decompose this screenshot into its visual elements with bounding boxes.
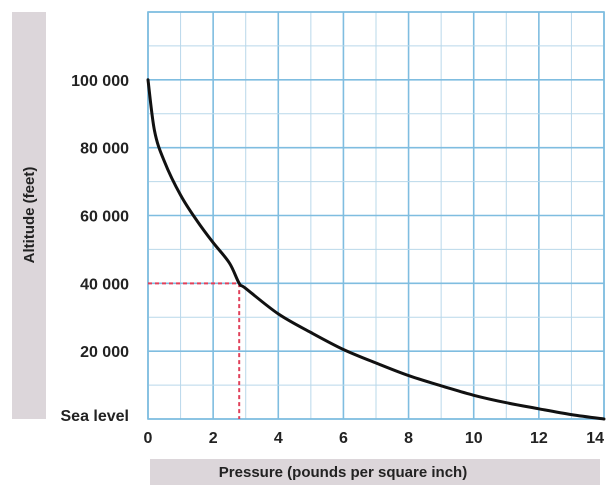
x-tick-label: 0 bbox=[144, 430, 153, 447]
x-tick-label: 12 bbox=[530, 430, 548, 447]
x-tick-label: 8 bbox=[404, 430, 413, 447]
y-tick-label: Sea level bbox=[61, 408, 130, 425]
y-tick-label: 20 000 bbox=[80, 344, 129, 361]
x-tick-label: 14 bbox=[586, 430, 604, 447]
y-axis-ticks: Sea level 20 000 40 000 60 000 80 000 100 000 bbox=[61, 73, 130, 425]
x-axis-title-band bbox=[150, 459, 600, 485]
pressure-altitude-curve bbox=[146, 78, 606, 421]
y-tick-label: 60 000 bbox=[80, 209, 129, 226]
y-axis-title-band bbox=[12, 12, 46, 419]
x-tick-label: 4 bbox=[274, 430, 283, 447]
x-tick-label: 2 bbox=[209, 430, 218, 447]
y-tick-label: 40 000 bbox=[80, 276, 129, 293]
plot-border bbox=[147, 11, 605, 420]
x-tick-label: 10 bbox=[465, 430, 483, 447]
y-axis-title: Altitude (feet) bbox=[21, 167, 38, 264]
x-axis-title: Pressure (pounds per square inch) bbox=[219, 464, 467, 481]
x-tick-label: 6 bbox=[339, 430, 348, 447]
y-tick-label: 80 000 bbox=[80, 141, 129, 158]
y-tick-label: 100 000 bbox=[71, 73, 129, 90]
x-axis-ticks: 0 2 4 6 8 10 12 14 bbox=[144, 430, 605, 447]
